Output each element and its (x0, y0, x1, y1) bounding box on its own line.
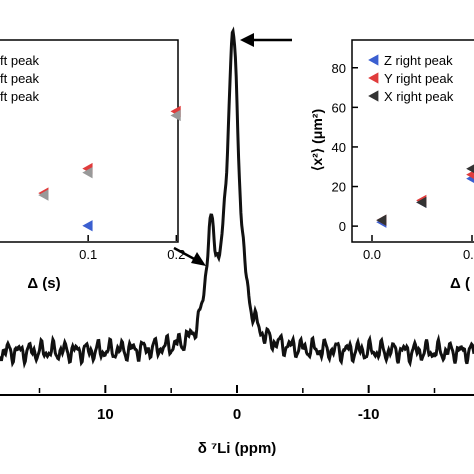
main-x-axis-label: δ ⁷Li (ppm) (198, 440, 277, 457)
right-y-tick-label: 20 (332, 180, 346, 195)
left-inset-frame (0, 39, 179, 243)
right-y-tick-label: 60 (332, 100, 346, 115)
left-legend-label: ft peak (0, 71, 40, 86)
right-inset-x-label: Δ ( (450, 275, 470, 292)
left-inset-point (38, 189, 49, 201)
right-x-tick-label: 0.1 (463, 247, 474, 262)
right-legend-label: Y right peak (384, 71, 454, 86)
right-inset-point (466, 164, 474, 174)
main-x-tick-label: -10 (358, 406, 380, 423)
right-legend-marker (368, 54, 379, 66)
right-legend-marker (368, 72, 379, 84)
left-legend-label: ft peak (0, 53, 40, 68)
right-x-tick-label: 0.0 (363, 247, 381, 262)
main-x-tick-label: 0 (233, 406, 241, 423)
left-legend-label: ft peak (0, 89, 40, 104)
left-inset-legend: ft peak ft peak ft peak (0, 53, 40, 104)
main-spectrum-layer (0, 26, 474, 369)
right-inset-point (416, 196, 427, 209)
main-plot-frame (0, 394, 474, 396)
left-x-tick-label: 0.1 (79, 247, 97, 262)
left-inset-point (82, 166, 93, 179)
right-y-tick-label: 40 (332, 140, 346, 155)
spectrum-line (0, 26, 474, 369)
right-inset-point (376, 214, 387, 226)
right-inset-axes: 0 20 40 60 80 0.0 0.1 (332, 61, 474, 262)
right-inset-point (466, 170, 474, 179)
main-x-tick-label: 10 (97, 406, 114, 423)
left-inset-points (38, 105, 181, 232)
left-inset-point (170, 109, 181, 122)
right-legend-marker (368, 90, 379, 102)
right-inset-legend: Z right peak Y right peak X right peak (368, 53, 454, 104)
shoulder-peak-arrow (173, 246, 206, 266)
right-inset-y-label: ⟨x²⟩ (μm²) (309, 109, 325, 171)
right-inset-points (376, 164, 474, 228)
right-y-tick-label: 80 (332, 61, 346, 76)
right-inset-frame (351, 39, 474, 243)
main-peak-arrow (240, 33, 292, 47)
right-legend-label: Z right peak (384, 53, 453, 68)
left-inset-x-label: Δ (s) (27, 275, 60, 292)
right-inset: Z right peak Y right peak X right peak 0 20… (309, 39, 474, 292)
right-legend-label: X right peak (384, 89, 454, 104)
main-x-axis: 10 0 -10 (38, 385, 436, 423)
right-y-tick-label: 0 (339, 219, 346, 234)
left-inset-point (82, 220, 93, 232)
